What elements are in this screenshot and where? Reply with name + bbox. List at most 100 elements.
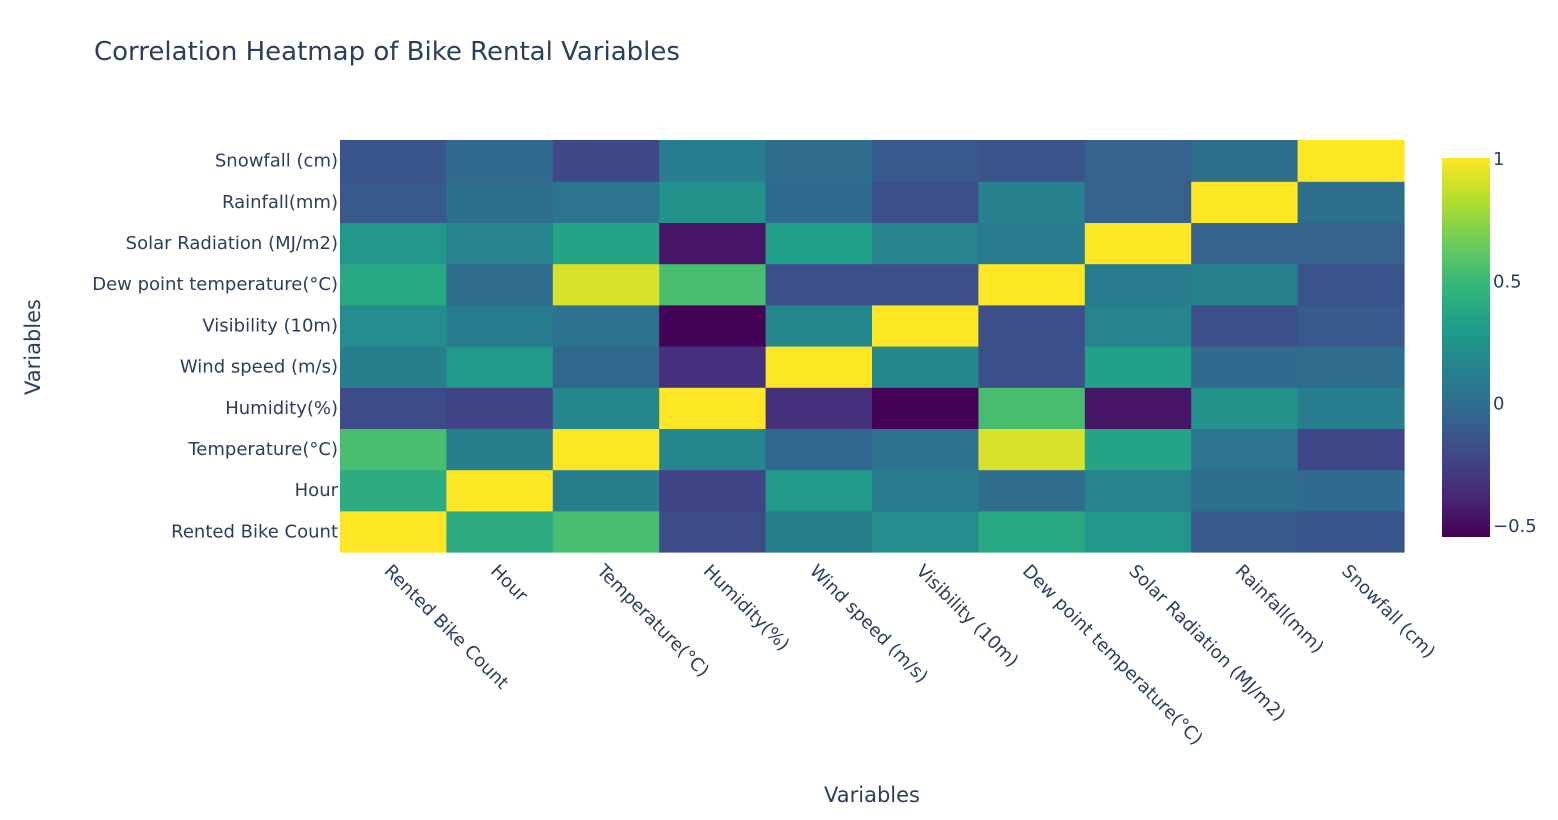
heatmap-cell	[446, 428, 554, 471]
heatmap-cell	[446, 140, 554, 182]
heatmap-cell	[552, 304, 660, 347]
heatmap-cell	[1297, 510, 1405, 553]
heatmap-cell	[340, 510, 447, 553]
y-tick-label: Snowfall (cm)	[215, 151, 338, 172]
heatmap-cell	[1297, 428, 1405, 471]
heatmap-cell	[1084, 469, 1192, 512]
heatmap-cell	[552, 510, 660, 553]
heatmap-cell	[1297, 387, 1405, 429]
x-tick-label: Rainfall(mm)	[1231, 561, 1328, 658]
heatmap-cell	[1084, 387, 1192, 429]
x-tick-label: Hour	[486, 561, 532, 607]
colorbar-tick-label: −0.5	[1493, 516, 1537, 537]
colorbar-tick-label: 0	[1493, 394, 1504, 415]
heatmap-cell	[446, 469, 554, 512]
heatmap-cell	[659, 222, 767, 265]
heatmap-cell	[659, 181, 767, 223]
heatmap-cell	[340, 346, 447, 388]
heatmap-cell	[1297, 181, 1405, 223]
heatmap-cell	[872, 387, 979, 429]
heatmap-cell	[765, 263, 873, 306]
heatmap-cell	[552, 140, 660, 182]
y-tick-label: Temperature(°C)	[187, 439, 338, 460]
heatmap-cell	[659, 140, 767, 182]
heatmap-cell	[1084, 346, 1192, 388]
heatmap-cell	[446, 181, 554, 223]
heatmap-cell	[1084, 140, 1192, 182]
heatmap-cell	[552, 263, 660, 306]
heatmap-cell	[340, 469, 447, 512]
heatmap-cell	[1191, 263, 1299, 306]
heatmap-cell	[659, 263, 767, 306]
heatmap-cell	[978, 263, 1086, 306]
heatmap-cell	[765, 346, 873, 388]
heatmap-cell	[446, 263, 554, 306]
heatmap-cell	[446, 387, 554, 429]
heatmap-cell	[659, 387, 767, 429]
heatmap-cell	[552, 428, 660, 471]
heatmap-cell	[1191, 140, 1299, 182]
heatmap-cell	[1084, 510, 1192, 553]
x-tick-label: Visibility (10m)	[912, 561, 1023, 672]
heatmap-cell	[552, 346, 660, 388]
heatmap-cell	[765, 140, 873, 182]
heatmap-cell	[446, 304, 554, 347]
y-tick-label: Hour	[295, 480, 339, 501]
heatmap-cell	[1191, 469, 1299, 512]
heatmap-cell	[872, 140, 979, 182]
colorbar-ticks: 1 0.5 0 −0.5	[1493, 149, 1537, 537]
heatmap-cell	[446, 346, 554, 388]
heatmap-cell	[765, 469, 873, 512]
heatmap-cell	[1191, 428, 1299, 471]
x-axis-title: Variables	[824, 783, 920, 807]
heatmap-cell	[552, 181, 660, 223]
heatmap-cell	[446, 222, 554, 265]
heatmap-cell	[978, 510, 1086, 553]
colorbar-tick-label: 0.5	[1493, 271, 1522, 292]
heatmap-cell	[659, 469, 767, 512]
y-axis-title: Variables	[21, 299, 45, 395]
heatmap-cell	[1191, 181, 1299, 223]
heatmap-cell	[340, 304, 447, 347]
heatmap-cell	[765, 428, 873, 471]
heatmap-cell	[978, 222, 1086, 265]
heatmap-cell	[978, 304, 1086, 347]
heatmap-cell	[765, 304, 873, 347]
heatmap-cell	[978, 469, 1086, 512]
heatmap-cell	[552, 387, 660, 429]
heatmap-cell	[1084, 263, 1192, 306]
heatmap-cell	[1297, 304, 1405, 347]
y-tick-label: Rainfall(mm)	[222, 192, 338, 213]
heatmap-cell	[552, 469, 660, 512]
heatmap-cell	[1084, 428, 1192, 471]
y-axis-ticks: Rented Bike Count Hour Temperature(°C) Humi…	[92, 151, 338, 543]
heatmap-cell	[978, 181, 1086, 223]
heatmap-cell	[659, 428, 767, 471]
colorbar-tick-label: 1	[1493, 149, 1504, 170]
heatmap-cell	[659, 304, 767, 347]
heatmap-cell	[872, 181, 979, 223]
heatmap-cell	[872, 428, 979, 471]
heatmap-cell	[1084, 181, 1192, 223]
heatmap-cell	[1297, 263, 1405, 306]
y-tick-label: Solar Radiation (MJ/m2)	[126, 233, 338, 254]
heatmap-cell	[978, 387, 1086, 429]
heatmap-cell	[1191, 304, 1299, 347]
heatmap-cell	[1297, 222, 1405, 265]
heatmap-cell	[1191, 387, 1299, 429]
heatmap-cell	[446, 510, 554, 553]
x-tick-label: Wind speed (m/s)	[805, 561, 932, 688]
heatmap-cells	[340, 140, 1405, 553]
heatmap-cell	[765, 181, 873, 223]
heatmap-cell	[872, 263, 979, 306]
y-tick-label: Visibility (10m)	[202, 315, 338, 336]
heatmap-cell	[1191, 510, 1299, 553]
heatmap-cell	[978, 346, 1086, 388]
heatmap-cell	[872, 222, 979, 265]
heatmap-cell	[872, 304, 979, 347]
heatmap-cell	[978, 140, 1086, 182]
heatmap-cell	[1191, 222, 1299, 265]
heatmap-cell	[552, 222, 660, 265]
